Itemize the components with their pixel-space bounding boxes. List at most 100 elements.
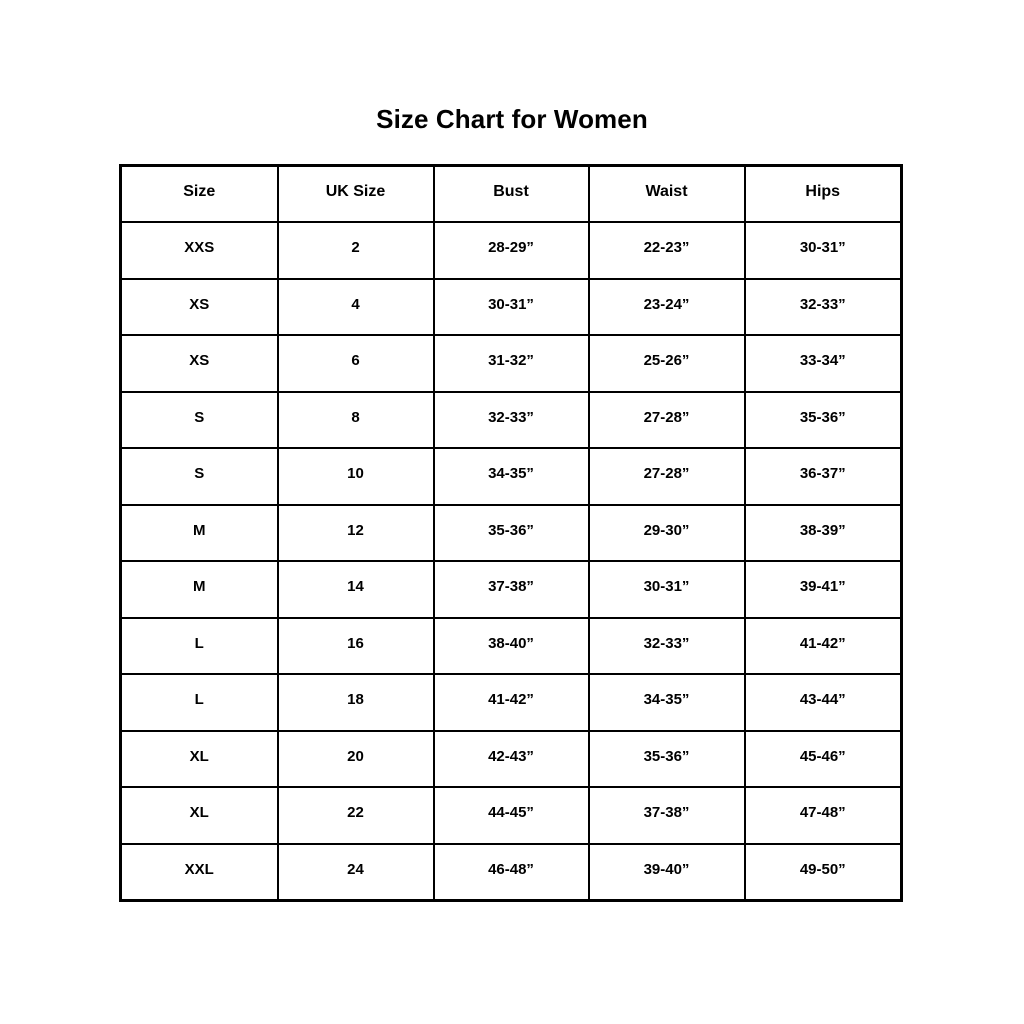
column-header-bust-label: Bust bbox=[493, 183, 529, 200]
cell-hips: 47-48” bbox=[743, 786, 903, 845]
cell-uk-size-value: 8 bbox=[351, 408, 360, 426]
cell-hips-value: 41-42” bbox=[799, 634, 846, 652]
cell-waist-value: 27-28” bbox=[643, 465, 690, 482]
cell-size: M bbox=[119, 560, 279, 619]
cell-uk-size: 20 bbox=[276, 729, 435, 788]
cell-hips-value: 33-34” bbox=[799, 352, 846, 369]
cell-waist-value: 35-36” bbox=[643, 747, 690, 765]
cell-size-value: XS bbox=[189, 295, 210, 313]
column-header-hips-label: Hips bbox=[805, 183, 841, 200]
cell-uk-size: 18 bbox=[276, 673, 435, 732]
cell-uk-size: 16 bbox=[276, 616, 435, 675]
cell-waist-value: 27-28” bbox=[643, 408, 690, 426]
column-header-waist-label: Waist bbox=[645, 183, 688, 200]
cell-size-value: XXS bbox=[184, 239, 215, 256]
cell-bust: 35-36” bbox=[432, 503, 590, 562]
cell-uk-size: 24 bbox=[276, 842, 435, 901]
cell-waist-value: 25-26” bbox=[643, 352, 690, 369]
cell-bust-value: 41-42” bbox=[488, 691, 534, 708]
cell-hips: 38-39” bbox=[743, 503, 903, 562]
cell-waist: 22-23” bbox=[587, 221, 746, 280]
cell-hips-value: 49-50” bbox=[799, 860, 846, 878]
cell-uk-size: 2 bbox=[276, 221, 435, 280]
cell-hips-value: 32-33” bbox=[799, 295, 846, 313]
cell-waist-value: 37-38” bbox=[643, 804, 690, 821]
cell-bust: 44-45” bbox=[432, 786, 590, 845]
cell-hips-value: 36-37” bbox=[799, 465, 846, 482]
cell-waist: 34-35” bbox=[587, 673, 746, 732]
cell-size-value: S bbox=[194, 465, 205, 482]
cell-hips-value: 47-48” bbox=[799, 804, 846, 821]
cell-uk-size-value: 6 bbox=[351, 352, 360, 369]
table-row: S 8 32-33” 27-28” 35-36” bbox=[119, 390, 903, 449]
cell-bust-value: 42-43” bbox=[488, 747, 534, 765]
cell-bust-value: 46-48” bbox=[488, 860, 534, 878]
cell-size-value: XS bbox=[189, 352, 210, 369]
cell-waist-value: 34-35” bbox=[643, 691, 690, 708]
cell-bust-value: 30-31” bbox=[488, 295, 534, 313]
cell-uk-size-value: 12 bbox=[347, 521, 364, 539]
table-row: XS 4 30-31” 23-24” 32-33” bbox=[119, 277, 903, 336]
column-header-uk-size: UK Size bbox=[276, 164, 435, 223]
cell-bust-value: 37-38” bbox=[488, 578, 534, 595]
table-row: L 16 38-40” 32-33” 41-42” bbox=[119, 616, 903, 675]
cell-bust-value: 34-35” bbox=[488, 465, 534, 482]
cell-size: L bbox=[119, 616, 279, 675]
cell-bust: 32-33” bbox=[432, 390, 590, 449]
cell-bust: 41-42” bbox=[432, 673, 590, 732]
cell-uk-size: 4 bbox=[276, 277, 435, 336]
cell-size: XXL bbox=[119, 842, 279, 901]
cell-size: M bbox=[119, 503, 279, 562]
cell-size: S bbox=[119, 390, 279, 449]
cell-size: S bbox=[119, 447, 279, 506]
cell-bust-value: 28-29” bbox=[488, 239, 534, 256]
cell-hips: 39-41” bbox=[743, 560, 903, 619]
table-body: XXS 2 28-29” 22-23” 30-31” XS 4 30-31” 2… bbox=[119, 221, 903, 901]
cell-bust: 38-40” bbox=[432, 616, 590, 675]
cell-waist-value: 39-40” bbox=[643, 860, 690, 878]
cell-waist: 27-28” bbox=[587, 447, 746, 506]
cell-bust: 28-29” bbox=[432, 221, 590, 280]
cell-hips: 36-37” bbox=[743, 447, 903, 506]
cell-size: XL bbox=[119, 729, 279, 788]
cell-hips: 41-42” bbox=[743, 616, 903, 675]
cell-waist: 32-33” bbox=[587, 616, 746, 675]
table-row: M 12 35-36” 29-30” 38-39” bbox=[119, 503, 903, 562]
cell-uk-size-value: 10 bbox=[347, 465, 364, 482]
cell-hips: 32-33” bbox=[743, 277, 903, 336]
cell-size: XL bbox=[119, 786, 279, 845]
cell-uk-size-value: 20 bbox=[347, 747, 364, 765]
table-row: XXL 24 46-48” 39-40” 49-50” bbox=[119, 842, 903, 901]
cell-waist: 37-38” bbox=[587, 786, 746, 845]
cell-hips: 49-50” bbox=[743, 842, 903, 901]
cell-uk-size: 10 bbox=[276, 447, 435, 506]
table-row: S 10 34-35” 27-28” 36-37” bbox=[119, 447, 903, 506]
cell-hips-value: 39-41” bbox=[799, 578, 846, 595]
cell-uk-size-value: 4 bbox=[351, 295, 360, 313]
cell-uk-size-value: 18 bbox=[347, 691, 364, 708]
cell-uk-size-value: 22 bbox=[347, 804, 364, 821]
cell-hips-value: 30-31” bbox=[799, 239, 846, 256]
cell-size: XXS bbox=[119, 221, 279, 280]
cell-hips: 35-36” bbox=[743, 390, 903, 449]
cell-uk-size: 14 bbox=[276, 560, 435, 619]
cell-bust: 31-32” bbox=[432, 334, 590, 393]
cell-uk-size-value: 2 bbox=[351, 239, 360, 256]
cell-waist-value: 22-23” bbox=[643, 239, 690, 256]
cell-size-value: XL bbox=[189, 747, 209, 765]
table-row: XS 6 31-32” 25-26” 33-34” bbox=[119, 334, 903, 393]
cell-waist-value: 29-30” bbox=[643, 521, 690, 539]
cell-waist: 35-36” bbox=[587, 729, 746, 788]
cell-bust-value: 44-45” bbox=[488, 804, 534, 821]
cell-hips-value: 38-39” bbox=[799, 521, 846, 539]
cell-hips: 43-44” bbox=[743, 673, 903, 732]
cell-bust-value: 31-32” bbox=[488, 352, 534, 369]
cell-bust-value: 32-33” bbox=[488, 408, 534, 426]
table-header: Size UK Size Bust Waist Hips bbox=[119, 164, 903, 223]
cell-bust: 34-35” bbox=[432, 447, 590, 506]
cell-waist-value: 32-33” bbox=[643, 634, 690, 652]
column-header-size: Size bbox=[119, 164, 279, 223]
cell-size-value: M bbox=[193, 521, 206, 539]
cell-waist: 27-28” bbox=[587, 390, 746, 449]
cell-waist: 23-24” bbox=[587, 277, 746, 336]
